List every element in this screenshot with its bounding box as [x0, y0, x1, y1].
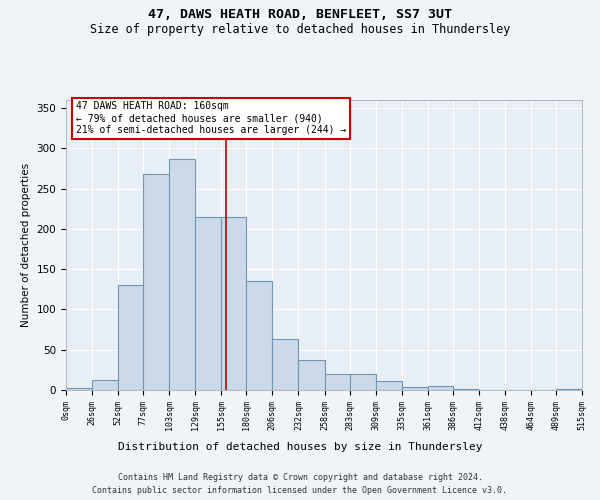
Text: Size of property relative to detached houses in Thundersley: Size of property relative to detached ho…: [90, 22, 510, 36]
Bar: [401, 387, 428, 390]
Bar: [143, 174, 169, 390]
Bar: [272, 339, 298, 390]
Bar: [118, 286, 143, 390]
Bar: [453, 389, 479, 390]
Bar: [325, 374, 350, 390]
Bar: [350, 374, 376, 390]
Text: 47 DAWS HEATH ROAD: 160sqm
← 79% of detached houses are smaller (940)
21% of sem: 47 DAWS HEATH ROAD: 160sqm ← 79% of deta…: [76, 102, 347, 134]
Bar: [428, 386, 453, 390]
Bar: [195, 217, 221, 390]
Bar: [247, 281, 272, 390]
Bar: [169, 159, 195, 390]
Text: Contains public sector information licensed under the Open Government Licence v3: Contains public sector information licen…: [92, 486, 508, 495]
Y-axis label: Number of detached properties: Number of detached properties: [21, 163, 31, 327]
Text: 47, DAWS HEATH ROAD, BENFLEET, SS7 3UT: 47, DAWS HEATH ROAD, BENFLEET, SS7 3UT: [148, 8, 452, 20]
Bar: [376, 381, 401, 390]
Text: Distribution of detached houses by size in Thundersley: Distribution of detached houses by size …: [118, 442, 482, 452]
Bar: [556, 389, 582, 390]
Bar: [298, 360, 325, 390]
Bar: [221, 217, 247, 390]
Text: Contains HM Land Registry data © Crown copyright and database right 2024.: Contains HM Land Registry data © Crown c…: [118, 472, 482, 482]
Bar: [66, 388, 92, 390]
Bar: [92, 380, 118, 390]
